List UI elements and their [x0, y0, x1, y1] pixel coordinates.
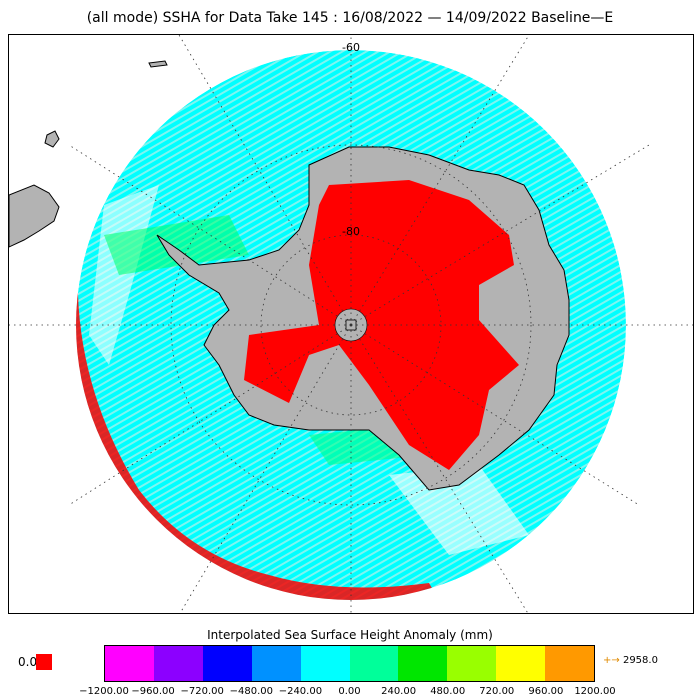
colorbar-tick-label: 240.00: [381, 686, 417, 697]
data-gap-south: [389, 465, 529, 555]
lat-label-80: -80: [342, 225, 360, 238]
map-panel: -60 -80: [8, 34, 694, 614]
colorbar-tick-label: 1200.00: [574, 686, 616, 697]
land-ssha-region: [244, 180, 519, 470]
zero-value-label: 0.0: [18, 655, 38, 669]
zero-value-swatch: [36, 654, 52, 670]
overflow-arrow: +→: [603, 655, 620, 666]
colorbar-tick-label: 480.00: [430, 686, 466, 697]
colorbar-tick-label: 0.00: [338, 686, 361, 697]
green-band-west: [104, 215, 249, 275]
colorbar-tick-label: −1200.00: [79, 686, 129, 697]
falkland-islands: [44, 130, 60, 148]
south-america-landmass: [9, 184, 60, 248]
island-north: [148, 60, 168, 68]
colorbar-segment: [202, 646, 252, 681]
overflow-indicator: +→ 2958.0: [603, 655, 658, 666]
colorbar-tick-label: −960.00: [131, 686, 175, 697]
colorbar-segment: [153, 646, 203, 681]
colorbar-segment: [300, 646, 350, 681]
colorbar-tick-label: 720.00: [479, 686, 515, 697]
map-title: (all mode) SSHA for Data Take 145 : 16/0…: [86, 10, 614, 26]
colorbar-segment: [251, 646, 301, 681]
polar-map: -60 -80: [9, 35, 693, 613]
pole-marker: [345, 319, 357, 331]
overflow-value: 2958.0: [622, 655, 658, 666]
graticule: [9, 35, 693, 613]
colorbar-segment: [105, 646, 154, 681]
colorbar-segment: [447, 646, 497, 681]
colorbar-ticks: −1200.00 −960.00 −720.00 −480.00 −240.00 0.00…: [0, 686, 700, 700]
colorbar-tick-label: −240.00: [278, 686, 323, 697]
colorbar-title: Interpolated Sea Surface Height Anomaly …: [207, 628, 493, 642]
edge-tracks-red: [76, 245, 439, 600]
colorbar-segment: [496, 646, 546, 681]
colorbar-tick-label: 960.00: [528, 686, 564, 697]
colorbar-segment: [545, 646, 595, 681]
colorbar: [104, 645, 595, 682]
colorbar-tick-label: −720.00: [180, 686, 224, 697]
colorbar-segment: [349, 646, 399, 681]
colorbar-segment: [398, 646, 448, 681]
colorbar-tick-label: −480.00: [229, 686, 273, 697]
lat-label-60: -60: [342, 41, 360, 54]
